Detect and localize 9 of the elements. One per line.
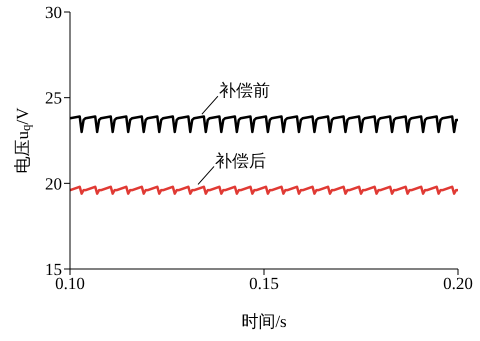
annotation: 补偿后: [215, 151, 266, 170]
x-tick-label: 0.15: [249, 274, 279, 294]
y-tick-label: 20: [45, 174, 62, 194]
x-axis-title: 时间/s: [241, 312, 287, 331]
x-tick-label: 0.10: [55, 274, 85, 294]
x-tick-label: 0.20: [443, 274, 473, 294]
annotation: 补偿前: [218, 81, 270, 100]
y-tick-label: 30: [45, 3, 62, 22]
y-tick-label: 25: [45, 88, 62, 108]
